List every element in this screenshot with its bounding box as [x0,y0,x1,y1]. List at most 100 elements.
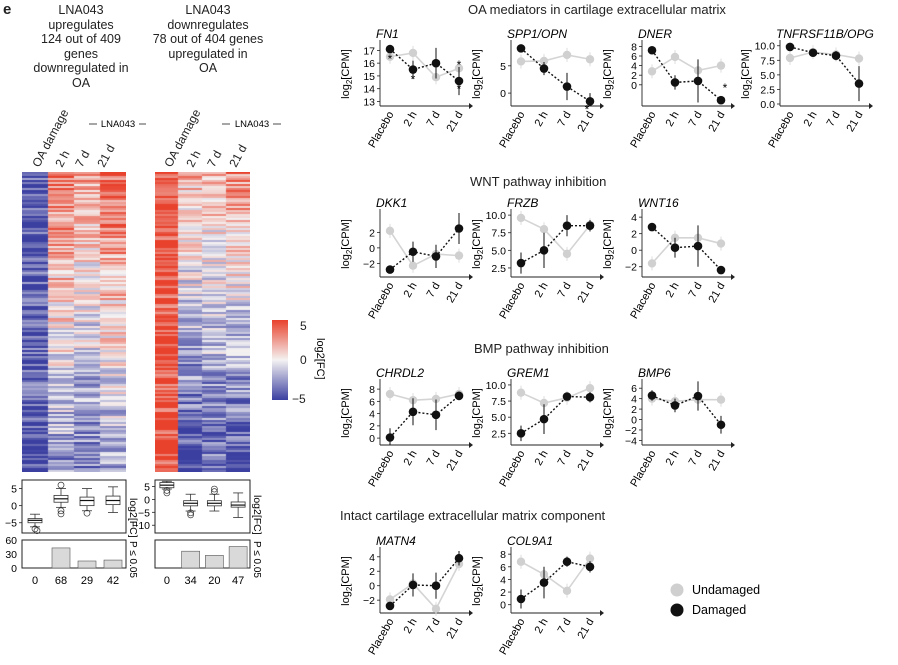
x-tick-label: 21 d [575,617,596,642]
y-tick-label: 16 [363,58,375,70]
x-tick-label: 21 d [444,110,465,135]
bar-axis-label: P ≤ 0.05 [251,541,262,578]
undamaged-point [516,57,526,66]
damaged-line [651,394,722,426]
title-line: LNA043 [58,3,104,17]
damaged-point [516,44,526,53]
y-tick-label: −2 [363,258,375,270]
undamaged-point [385,226,395,236]
y-tick-label: 2 [369,421,375,433]
x-tick-label: Placebo [497,281,527,321]
box-tick-label: 0 [11,501,17,513]
damaged-point [431,252,441,261]
undamaged-point [716,61,726,70]
legend-undamaged-label: Undamaged [692,583,760,597]
significance-star: * [411,73,416,87]
x-tick-label: 2 h [802,110,820,129]
damaged-point [670,78,680,87]
x-tick-label: 21 d [575,281,596,306]
undamaged-line [389,393,460,401]
count-bar [181,550,200,569]
x-tick-label: 2 h [402,281,420,300]
y-label-part: log [602,254,614,269]
x-axis-arrow [600,274,604,280]
section-title-bmp: BMP pathway inhibition [474,341,609,356]
boxplot-frame [154,479,251,534]
title-line: upregulated in [168,46,248,61]
box-tick-label: −5 [138,507,150,519]
chart-title: CHRDL2 [376,366,424,380]
y-axis-label: log2[CPM] [471,219,485,269]
y-axis-label: log2[CPM] [340,49,354,99]
title-line: downregulates [167,17,249,32]
boxplot-frame [21,479,127,534]
damaged-point [647,391,657,400]
damaged-point [454,224,464,233]
box-outlier [57,510,65,518]
legend-undamaged-marker [670,583,684,597]
y-tick-label: 5.0 [491,412,506,424]
y-label-part: 2 [607,249,616,254]
title-line: upregulates [48,17,114,32]
y-label-part: log [602,423,614,438]
title-line: 124 out of 409 genes [41,32,121,61]
colorbar-tick: 5 [300,319,307,333]
title-line: downregulated in [33,61,129,75]
heatmap-right [155,172,250,472]
y-label-part: 2 [345,418,354,423]
x-tick-label: 2 h [664,281,682,300]
y-axis-label: log2[CPM] [471,556,485,606]
count-label: 42 [107,575,119,587]
y-axis-label: log2[CPM] [740,49,754,99]
barplot-frame [154,539,251,569]
count-label: 34 [185,575,197,587]
damaged-point [385,265,395,274]
damaged-point [585,562,595,572]
x-axis-arrow [469,610,473,616]
x-tick-label: 2 h [402,449,420,468]
x-tick-label: 21 d [444,617,465,642]
chart-title: MATN4 [376,534,416,548]
x-tick-label: 7 d [425,449,443,468]
y-axis-label: log2[CPM] [340,219,354,269]
damaged-line [389,395,460,438]
y-label-part: log [471,84,483,99]
undamaged-point [562,586,572,595]
damaged-point [670,401,680,410]
damaged-point [408,580,418,590]
y-tick-label: 0 [500,88,506,100]
x-tick-label: 7 d [425,281,443,300]
undamaged-point [585,554,595,563]
undamaged-point [516,213,526,223]
significance-star: * [457,82,462,96]
box-outlier [187,511,194,519]
y-tick-label: 4 [369,552,375,564]
y-tick-label: 0 [369,433,375,445]
x-tick-label: 7 d [556,617,574,636]
undamaged-line [389,230,460,267]
damaged-point [585,96,595,106]
x-tick-label: 7 d [556,281,574,300]
undamaged-point [585,55,595,64]
y-tick-label: 10.0 [486,380,507,392]
undamaged-point [408,48,418,58]
y-label-part: 2 [476,418,485,423]
bar-tick-label: 0 [11,563,17,575]
colorbar-tick: 0 [300,353,307,367]
y-label-part: log [740,84,752,99]
y-tick-label: 7.5 [760,55,775,67]
y-label-part: log [340,84,352,99]
damaged-point [408,65,418,74]
y-tick-label: 2.5 [491,263,506,275]
y-label-part: log [602,84,614,99]
section-title-wnt: WNT pathway inhibition [470,174,607,189]
y-tick-label: −4 [625,435,637,447]
x-axis-arrow [469,103,473,109]
y-label-part: [CPM] [471,49,483,80]
